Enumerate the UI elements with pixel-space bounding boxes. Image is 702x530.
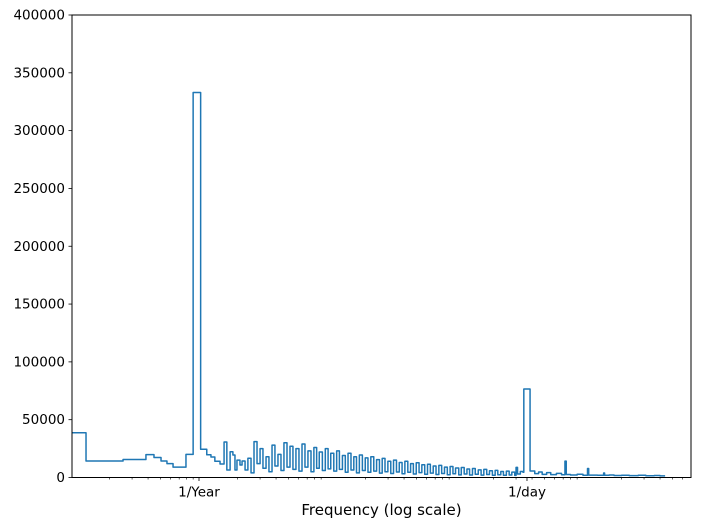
y-tick-label: 350000 bbox=[13, 65, 65, 81]
periodogram-line bbox=[72, 91, 666, 477]
y-tick-label: 0 bbox=[56, 470, 65, 486]
x-axis-title: Frequency (log scale) bbox=[301, 501, 461, 519]
x-tick-label: 1/Year bbox=[178, 485, 220, 501]
y-tick-label: 100000 bbox=[13, 354, 65, 370]
y-axis: 0 50000 100000 150000 200000 250000 300000 3500… bbox=[13, 8, 72, 486]
x-axis: 1/Year 1/day bbox=[109, 477, 683, 501]
y-tick-label: 200000 bbox=[13, 239, 65, 255]
x-tick-label: 1/day bbox=[508, 485, 546, 501]
y-tick-label: 400000 bbox=[13, 8, 65, 24]
y-tick-label: 50000 bbox=[22, 412, 65, 428]
y-tick-label: 250000 bbox=[13, 181, 65, 197]
y-tick-label: 300000 bbox=[13, 123, 65, 139]
y-tick-label: 150000 bbox=[13, 297, 65, 313]
plot-frame bbox=[71, 14, 692, 478]
